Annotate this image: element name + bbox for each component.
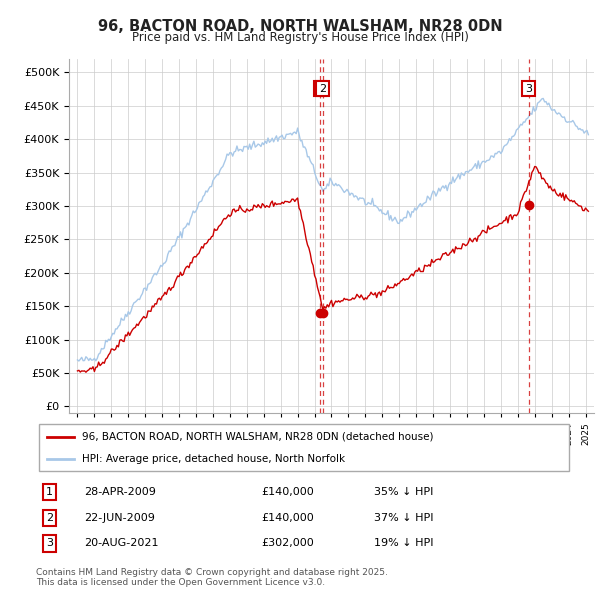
Text: 3: 3: [46, 539, 53, 548]
Text: 35% ↓ HPI: 35% ↓ HPI: [374, 487, 434, 497]
Text: 19% ↓ HPI: 19% ↓ HPI: [374, 539, 434, 548]
Text: £140,000: £140,000: [262, 487, 314, 497]
Text: 2: 2: [319, 84, 326, 94]
Text: £302,000: £302,000: [262, 539, 314, 548]
Text: 1: 1: [46, 487, 53, 497]
Text: 28-APR-2009: 28-APR-2009: [85, 487, 156, 497]
Text: 20-AUG-2021: 20-AUG-2021: [85, 539, 159, 548]
Text: 96, BACTON ROAD, NORTH WALSHAM, NR28 0DN: 96, BACTON ROAD, NORTH WALSHAM, NR28 0DN: [98, 19, 502, 34]
Text: 22-JUN-2009: 22-JUN-2009: [85, 513, 155, 523]
Text: 37% ↓ HPI: 37% ↓ HPI: [374, 513, 434, 523]
Text: 1: 1: [316, 84, 323, 94]
Text: HPI: Average price, detached house, North Norfolk: HPI: Average price, detached house, Nort…: [82, 454, 345, 464]
Text: 96, BACTON ROAD, NORTH WALSHAM, NR28 0DN (detached house): 96, BACTON ROAD, NORTH WALSHAM, NR28 0DN…: [82, 432, 433, 442]
Text: 2: 2: [46, 513, 53, 523]
FancyBboxPatch shape: [38, 424, 569, 471]
Text: 3: 3: [525, 84, 532, 94]
Text: Price paid vs. HM Land Registry's House Price Index (HPI): Price paid vs. HM Land Registry's House …: [131, 31, 469, 44]
Text: Contains HM Land Registry data © Crown copyright and database right 2025.
This d: Contains HM Land Registry data © Crown c…: [36, 568, 388, 587]
Text: £140,000: £140,000: [262, 513, 314, 523]
